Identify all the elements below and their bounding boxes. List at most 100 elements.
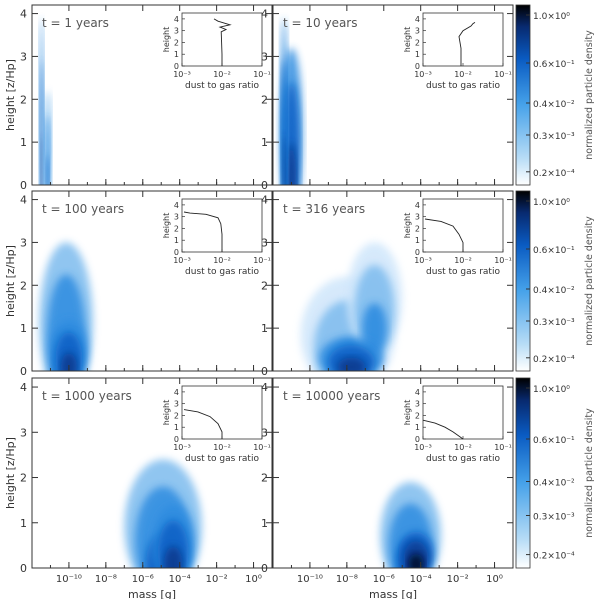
y-tick-label: 4 [20, 194, 27, 207]
density-layer [39, 242, 93, 371]
plot-panel: 10⁻¹⁰ 10⁻⁸ 10⁻⁶ 10⁻⁴ 10⁻² 10⁰ 0 1 2 3 4 t = 10000 y… [261, 377, 514, 599]
density-blob [281, 59, 287, 185]
inset-x-tick-label: 10⁻² [213, 70, 231, 79]
inset-y-tick-label: 2 [174, 224, 179, 233]
y-tick-label: 2 [261, 279, 268, 292]
inset-y-tick-label: 4 [174, 388, 179, 397]
inset-x-label: dust to gas ratio [185, 267, 259, 277]
plot-frame [272, 4, 514, 186]
colorbar-gradient [515, 4, 531, 186]
inset-y-tick-label: 2 [415, 411, 420, 420]
x-tick-label: 10⁻² [206, 574, 228, 585]
x-tick-label: 10⁻⁴ [410, 574, 432, 585]
inset-frame [422, 12, 504, 67]
panel-label: t = 10000 years [283, 389, 380, 403]
inset-y-tick-label: 4 [415, 388, 420, 397]
inset: 0 1 2 3 4 10⁻³ 10⁻² 10⁻¹ height dust to gas ratio [403, 198, 512, 277]
y-axis-label: height [z/Hp] [4, 59, 17, 131]
x-tick-label: 10⁻⁶ [132, 574, 154, 585]
inset-x-tick-label: 10⁻³ [173, 256, 191, 265]
y-tick-label: 3 [261, 236, 268, 249]
x-axis-label: mass [g] [128, 588, 176, 599]
plot-panel: 0 1 2 3 4 t = 10 years 0 1 2 3 4 10⁻³ 10⁻² 10⁻¹ height… [261, 4, 514, 192]
colorbar-tick-label: 0.2×10⁻⁴ [533, 169, 575, 179]
inset-y-label: height [162, 213, 171, 239]
y-tick-label: 4 [261, 8, 268, 21]
inset-y-tick-label: 4 [174, 15, 179, 24]
inset: 0 1 2 3 4 10⁻³ 10⁻² 10⁻¹ height dust to gas ratio [403, 12, 512, 91]
inset-x-tick-label: 10⁻³ [414, 70, 432, 79]
panel-label: t = 1000 years [42, 389, 132, 403]
plot-panel: 0 1 2 3 4 t = 100 years height [z/Hp] 0 1 2 3 4 10⁻³… [4, 190, 273, 378]
colorbar-label: normalized particle density [584, 30, 595, 160]
plot-frame [31, 377, 273, 569]
inset-y-tick-label: 3 [415, 213, 420, 222]
y-tick-label: 4 [261, 194, 268, 207]
colorbar-label: normalized particle density [584, 408, 595, 538]
inset-y-tick-label: 2 [415, 224, 420, 233]
inset: 0 1 2 3 4 10⁻³ 10⁻² 10⁻¹ height dust to gas ratio [162, 198, 271, 277]
inset-y-tick-label: 0 [174, 435, 179, 444]
inset-y-label: height [403, 27, 412, 53]
y-tick-label: 4 [20, 8, 27, 21]
y-tick-label: 2 [20, 279, 27, 292]
y-tick-label: 3 [261, 50, 268, 63]
y-tick-label: 3 [20, 426, 27, 439]
colorbar-tick-label: 0.6×10⁻¹ [533, 60, 575, 70]
colorbar-tick-label: 0.4×10⁻² [533, 100, 575, 110]
y-tick-label: 0 [261, 179, 268, 192]
inset-x-tick-label: 10⁻³ [173, 70, 191, 79]
inset-x-label: dust to gas ratio [185, 454, 259, 464]
inset-y-tick-label: 0 [415, 62, 420, 71]
plot-frame [272, 190, 514, 372]
colorbar-tick-label: 1.0×10⁰ [533, 385, 570, 395]
inset-x-label: dust to gas ratio [426, 267, 500, 277]
inset-profile-line [458, 22, 476, 66]
inset: 0 1 2 3 4 10⁻³ 10⁻² 10⁻¹ height dust to gas ratio [403, 385, 512, 464]
inset: 0 1 2 3 4 10⁻³ 10⁻² 10⁻¹ height dust to gas ratio [162, 385, 271, 464]
inset-y-tick-label: 1 [415, 236, 420, 245]
y-tick-label: 0 [261, 365, 268, 378]
y-tick-label: 2 [261, 472, 268, 485]
y-tick-label: 0 [261, 562, 268, 575]
density-layer [380, 482, 441, 568]
colorbar-tick-label: 1.0×10⁰ [533, 198, 570, 208]
inset-y-tick-label: 1 [415, 423, 420, 432]
inset-y-tick-label: 1 [174, 50, 179, 59]
inset-y-tick-label: 3 [174, 400, 179, 409]
y-tick-label: 0 [20, 179, 27, 192]
inset-y-tick-label: 4 [415, 201, 420, 210]
colorbar-tick-label: 0.2×10⁻⁴ [533, 355, 575, 365]
inset-x-tick-label: 10⁻³ [173, 443, 191, 452]
inset-x-label: dust to gas ratio [426, 81, 500, 91]
inset-y-tick-label: 1 [174, 236, 179, 245]
x-tick-label: 10⁻¹⁰ [297, 574, 323, 585]
inset: 0 1 2 3 4 10⁻³ 10⁻² 10⁻¹ height dust to gas ratio [162, 12, 271, 91]
y-tick-label: 0 [20, 365, 27, 378]
inset-x-tick-label: 10⁻¹ [253, 443, 271, 452]
density-blob [40, 59, 44, 185]
colorbar: 1.0×10⁰ 0.6×10⁻¹ 0.4×10⁻² 0.3×10⁻³ 0.2×10⁻⁴ n… [515, 190, 595, 372]
y-tick-label: 1 [261, 136, 268, 149]
inset-profile-line [424, 218, 464, 252]
colorbar: 1.0×10⁰ 0.6×10⁻¹ 0.4×10⁻² 0.3×10⁻³ 0.2×10⁻⁴ n… [515, 377, 595, 569]
inset-y-tick-label: 3 [415, 27, 420, 36]
panel-label: t = 316 years [283, 202, 365, 216]
x-tick-label: 10⁰ [486, 574, 503, 585]
inset-y-tick-label: 3 [174, 27, 179, 36]
plot-frame [272, 377, 514, 569]
colorbar-tick-label: 0.3×10⁻³ [533, 318, 575, 328]
density-blob [408, 553, 424, 568]
colorbar-tick-label: 1.0×10⁰ [533, 12, 570, 22]
y-tick-label: 2 [261, 93, 268, 106]
y-tick-label: 3 [20, 236, 27, 249]
y-tick-label: 1 [261, 517, 268, 530]
inset-x-tick-label: 10⁻³ [414, 256, 432, 265]
inset-y-tick-label: 1 [415, 50, 420, 59]
y-tick-label: 2 [20, 93, 27, 106]
inset-y-tick-label: 1 [174, 423, 179, 432]
inset-profile-line [422, 419, 464, 440]
inset-x-tick-label: 10⁻² [454, 70, 472, 79]
colorbar-label: normalized particle density [584, 216, 595, 346]
inset-x-label: dust to gas ratio [426, 454, 500, 464]
